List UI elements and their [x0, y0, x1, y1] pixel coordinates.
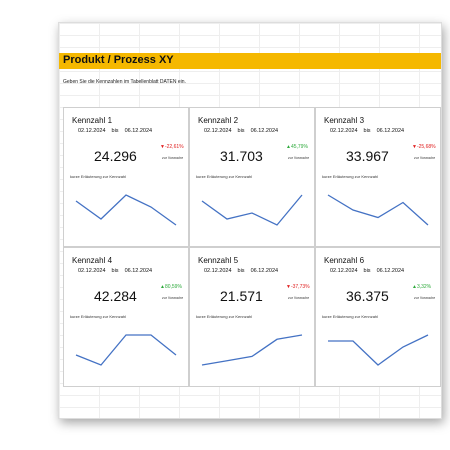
date-to: 06.12.2024: [250, 268, 279, 274]
sparkline: [328, 334, 429, 366]
kpi-name: Kennzahl 2: [198, 116, 239, 125]
date-from: 02.12.2024: [204, 268, 232, 274]
kpi-name: Kennzahl 6: [324, 256, 365, 265]
date-separator: bis: [111, 128, 119, 134]
date-to: 06.12.2024: [124, 268, 153, 274]
date-from: 02.12.2024: [78, 128, 106, 134]
sheet: Produkt / Prozess XY Geben Sie die Kennz…: [58, 22, 442, 419]
kpi-change: ▼-22,61%: [160, 144, 184, 150]
kpi-name: Kennzahl 3: [324, 116, 365, 125]
kpi-value: 24.296: [94, 148, 137, 164]
kpi-card: Kennzahl 3 02.12.2024 bis 06.12.2024 33.967 ▼…: [315, 107, 441, 247]
date-from: 02.12.2024: [78, 268, 106, 274]
header-band: [59, 53, 441, 69]
kpi-note: kurze Erläuterung zur Kennzahl: [196, 314, 253, 319]
date-range: 02.12.2024 bis 06.12.2024: [204, 128, 284, 134]
kpi-name: Kennzahl 5: [198, 256, 239, 265]
date-from: 02.12.2024: [330, 128, 358, 134]
comparison-label: zur Vorwoche: [162, 156, 184, 160]
kpi-card: Kennzahl 2 02.12.2024 bis 06.12.2024 31.703 ▲…: [189, 107, 315, 247]
card-grid: Kennzahl 1 02.12.2024 bis 06.12.2024 24.296 ▼…: [63, 107, 441, 387]
date-from: 02.12.2024: [330, 268, 358, 274]
kpi-value: 42.284: [94, 288, 137, 304]
date-separator: bis: [237, 128, 245, 134]
kpi-change: ▲80,59%: [160, 284, 182, 290]
date-range: 02.12.2024 bis 06.12.2024: [204, 268, 284, 274]
date-to: 06.12.2024: [376, 128, 405, 134]
sparkline-line: [201, 334, 303, 366]
comparison-label: zur Vorwoche: [414, 156, 436, 160]
kpi-change: ▲3,32%: [412, 284, 432, 290]
kpi-note: kurze Erläuterung zur Kennzahl: [322, 314, 379, 319]
sparkline-line: [75, 334, 177, 366]
kpi-value: 33.967: [346, 148, 389, 164]
kpi-note: kurze Erläuterung zur Kennzahl: [70, 314, 127, 319]
comparison-label: zur Vorwoche: [414, 296, 436, 300]
date-from: 02.12.2024: [204, 128, 232, 134]
kpi-card: Kennzahl 1 02.12.2024 bis 06.12.2024 24.296 ▼…: [63, 107, 189, 247]
date-range: 02.12.2024 bis 06.12.2024: [78, 128, 158, 134]
sparkline: [327, 194, 429, 226]
comparison-label: zur Vorwoche: [288, 156, 310, 160]
sparkline-line: [75, 194, 177, 226]
kpi-note: kurze Erläuterung zur Kennzahl: [196, 174, 253, 179]
sparkline: [75, 194, 177, 226]
kpi-name: Kennzahl 4: [72, 256, 113, 265]
kpi-note: kurze Erläuterung zur Kennzahl: [70, 174, 127, 179]
kpi-value: 36.375: [346, 288, 389, 304]
sparkline: [201, 334, 303, 366]
date-to: 06.12.2024: [124, 128, 153, 134]
kpi-value: 31.703: [220, 148, 263, 164]
kpi-change: ▲45,79%: [286, 144, 308, 150]
sparkline-line: [201, 194, 303, 226]
title: Produkt / Prozess XY: [63, 54, 174, 66]
kpi-card: Kennzahl 5 02.12.2024 bis 06.12.2024 21.571 ▼…: [189, 247, 315, 387]
date-range: 02.12.2024 bis 06.12.2024: [78, 268, 158, 274]
kpi-card: Kennzahl 4 02.12.2024 bis 06.12.2024 42.284 ▲…: [63, 247, 189, 387]
kpi-note: kurze Erläuterung zur Kennzahl: [322, 174, 379, 179]
kpi-card: Kennzahl 6 02.12.2024 bis 06.12.2024 36.375 ▲…: [315, 247, 441, 387]
date-separator: bis: [111, 268, 119, 274]
kpi-change: ▼-25,68%: [412, 144, 436, 150]
kpi-change: ▼-37,73%: [286, 284, 310, 290]
comparison-label: zur Vorwoche: [288, 296, 310, 300]
kpi-name: Kennzahl 1: [72, 116, 113, 125]
date-range: 02.12.2024 bis 06.12.2024: [330, 128, 410, 134]
date-to: 06.12.2024: [250, 128, 279, 134]
sparkline-line: [328, 334, 429, 366]
sparkline: [75, 334, 177, 366]
sparkline: [201, 194, 303, 226]
kpi-value: 21.571: [220, 288, 263, 304]
date-separator: bis: [363, 268, 371, 274]
date-separator: bis: [237, 268, 245, 274]
date-to: 06.12.2024: [376, 268, 405, 274]
comparison-label: zur Vorwoche: [162, 296, 184, 300]
date-separator: bis: [363, 128, 371, 134]
date-range: 02.12.2024 bis 06.12.2024: [330, 268, 410, 274]
sparkline-line: [327, 194, 429, 226]
subtitle: Geben Sie die Kennzahlen im Tabellenblat…: [63, 79, 186, 85]
